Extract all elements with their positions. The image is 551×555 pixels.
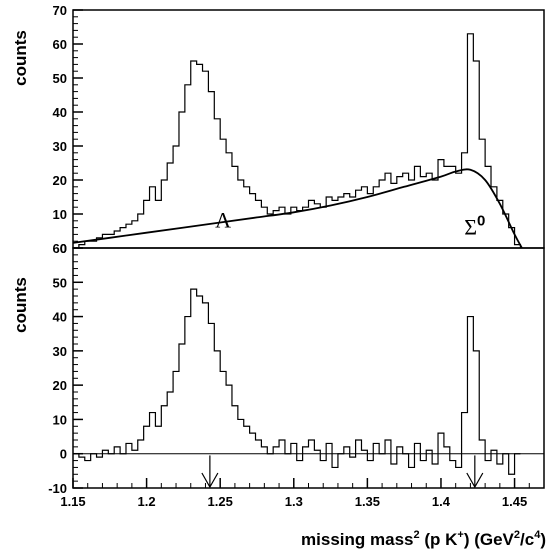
bottom-histogram xyxy=(78,288,521,475)
arrow-head-1 xyxy=(466,472,484,489)
top-y-tick-label-0: 0 xyxy=(60,241,67,256)
bottom-y-tick-label-1: 0 xyxy=(60,447,67,462)
bottom-y-tick-label-6: 50 xyxy=(53,275,67,290)
sigma-symbol: Σ xyxy=(464,214,477,239)
arrow-head-0 xyxy=(201,472,219,489)
bottom-plot-frame xyxy=(72,247,545,489)
x-title-part5: ) xyxy=(540,530,546,549)
bottom-y-tick-label-7: 60 xyxy=(53,241,67,256)
top-y-tick-label-2: 20 xyxy=(53,173,67,188)
top-y-tick-label-3: 30 xyxy=(53,139,67,154)
bottom-y-ticks: -10 0 10 20 30 40 50 60 xyxy=(48,241,83,496)
x-tick-label-6: 1.45 xyxy=(502,494,527,509)
x-title-part1: missing mass xyxy=(301,530,413,549)
x-tick-label-5: 1.4 xyxy=(432,494,451,509)
x-title-sup1: 2 xyxy=(413,529,419,541)
x-tick-label-0: 1.15 xyxy=(60,494,85,509)
bottom-y-tick-label-3: 20 xyxy=(53,378,67,393)
top-series xyxy=(72,33,523,249)
top-y-tick-label-4: 40 xyxy=(53,105,67,120)
x-title-part3: ) (GeV xyxy=(464,530,515,549)
top-y-tick-label-7: 70 xyxy=(53,3,67,18)
sigma-superscript: 0 xyxy=(477,212,485,229)
top-y-tick-label-5: 50 xyxy=(53,71,67,86)
bottom-series xyxy=(78,288,521,475)
x-title-sup3: 2 xyxy=(514,529,520,541)
bottom-y-tick-label-5: 40 xyxy=(53,310,67,325)
x-title-part2: (p K xyxy=(420,530,458,549)
top-y-tick-label-6: 60 xyxy=(53,37,67,52)
bottom-x-ticks: 1.15 1.2 1.25 1.3 1.35 1.4 1.45 xyxy=(60,478,530,509)
x-title-sup4: 4 xyxy=(534,529,541,541)
lambda-annotation: Λ xyxy=(215,208,231,233)
top-y-ticks: 0 10 20 30 40 50 60 70 xyxy=(53,3,83,256)
bottom-y-tick-label-2: 10 xyxy=(53,412,67,427)
bottom-y-tick-label-0: -10 xyxy=(48,481,67,496)
top-histogram xyxy=(78,33,522,248)
top-y-axis-title: counts xyxy=(11,30,30,86)
x-tick-label-3: 1.3 xyxy=(285,494,303,509)
x-tick-label-2: 1.25 xyxy=(208,494,233,509)
x-title-sup2: + xyxy=(457,529,463,541)
x-axis-title: missing mass2 (p K+) (GeV2/c4) xyxy=(301,529,546,549)
arrows xyxy=(201,455,484,489)
x-title-part4: /c xyxy=(520,530,534,549)
top-background-curve xyxy=(72,168,523,249)
top-y-tick-label-1: 10 xyxy=(53,207,67,222)
sigma-annotation: Σ0 xyxy=(464,212,485,239)
bottom-y-tick-label-4: 30 xyxy=(53,344,67,359)
x-tick-label-4: 1.35 xyxy=(355,494,380,509)
x-tick-label-1: 1.2 xyxy=(138,494,156,509)
bottom-y-axis-title: counts xyxy=(11,277,30,333)
